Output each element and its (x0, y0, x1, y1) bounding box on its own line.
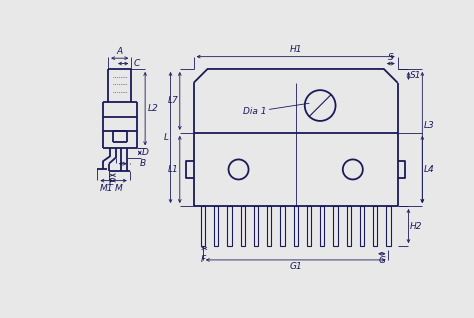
Text: A: A (117, 47, 123, 56)
Text: D: D (141, 149, 148, 157)
Bar (254, 206, 258, 246)
Text: S: S (388, 53, 393, 62)
Bar (333, 206, 337, 246)
Text: M: M (115, 184, 123, 193)
Text: L7: L7 (167, 96, 178, 105)
Bar (360, 206, 364, 246)
Bar (267, 206, 271, 246)
Bar (373, 206, 377, 246)
Text: G1: G1 (289, 262, 302, 271)
Bar (214, 206, 218, 246)
Bar (293, 206, 298, 246)
Text: S1: S1 (410, 71, 421, 80)
Text: L2: L2 (147, 104, 158, 113)
Bar (346, 206, 351, 246)
Text: M1: M1 (100, 184, 113, 193)
Text: B: B (140, 159, 146, 168)
Bar (227, 206, 231, 246)
Text: G: G (378, 256, 385, 265)
Text: L3: L3 (424, 121, 435, 130)
Text: E: E (109, 178, 115, 187)
Text: H1: H1 (290, 45, 302, 54)
Bar (280, 206, 284, 246)
Text: C: C (134, 59, 140, 68)
Bar (240, 206, 245, 246)
Text: H2: H2 (410, 222, 422, 231)
Text: L: L (164, 133, 169, 142)
Text: F: F (201, 255, 205, 264)
Bar (320, 206, 324, 246)
Bar (307, 206, 311, 246)
Text: Dia 1: Dia 1 (243, 107, 266, 116)
Bar (201, 206, 205, 246)
Bar (386, 206, 391, 246)
Text: L1: L1 (167, 165, 178, 174)
Text: L4: L4 (424, 165, 435, 174)
